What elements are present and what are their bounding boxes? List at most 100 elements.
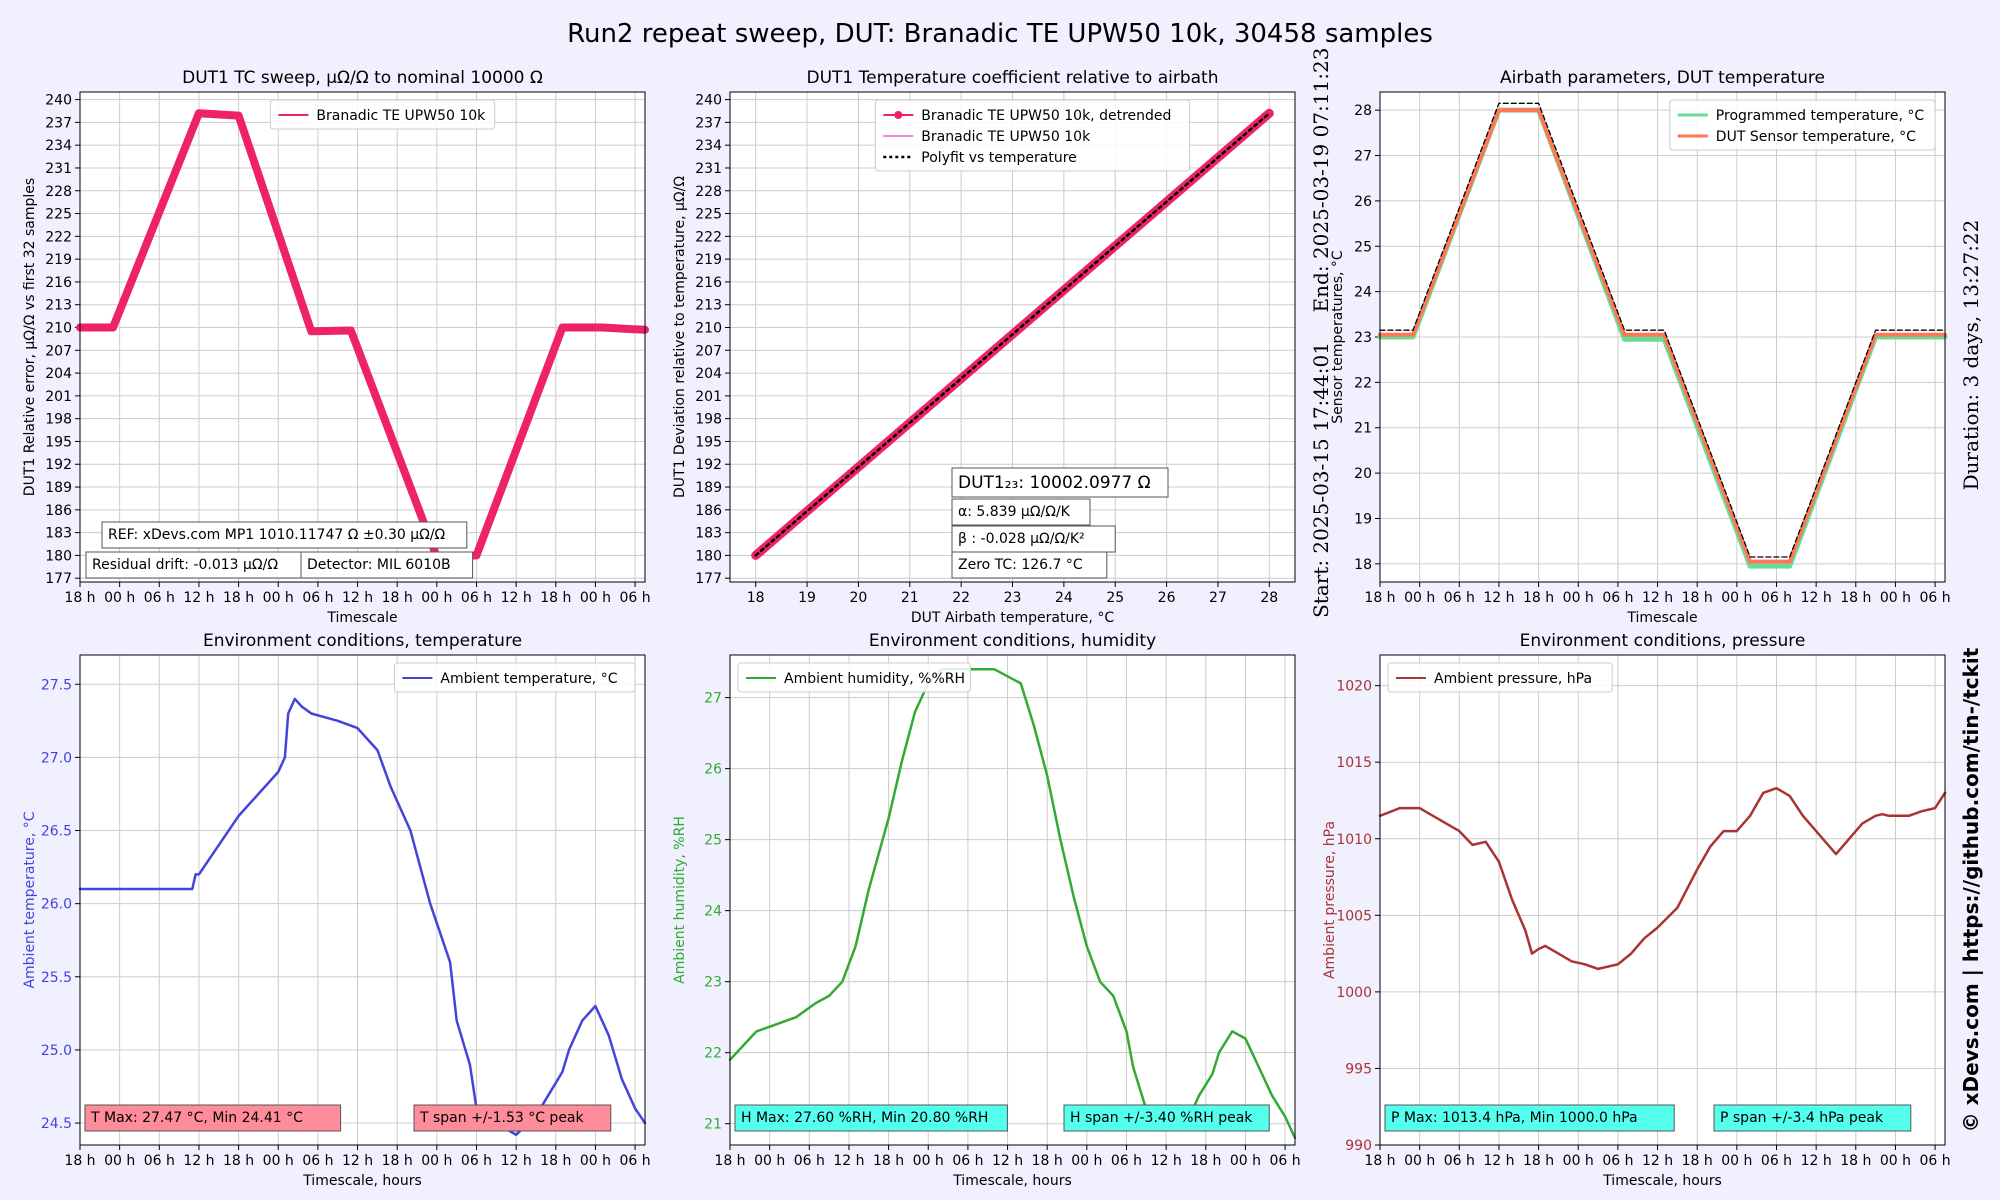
residual-drift-annotation: Residual drift: -0.013 µΩ/Ω [92, 557, 278, 573]
x-tick-label: 06 h [302, 590, 333, 606]
x-tick-label: 12 h [833, 1153, 864, 1169]
x-tick-label: 00 h [580, 1153, 611, 1169]
plot-frame [1379, 654, 1946, 1146]
x-tick-label: 06 h [1761, 1153, 1792, 1169]
legend: Ambient temperature, °C [393, 662, 636, 693]
x-tick-label: 00 h [1563, 590, 1594, 606]
y-tick-label: 192 [695, 457, 722, 473]
y-tick-label: 237 [45, 115, 72, 131]
residual-drift-annotation-box [85, 551, 326, 579]
end-time-label: End: 2025-03-19 07:11:23 [1309, 48, 1333, 313]
y-tick-label: 22 [1354, 375, 1372, 391]
y-tick-label: 177 [695, 571, 722, 587]
max-min-annotation-box [734, 1104, 1008, 1132]
x-tick-label: 22 [952, 590, 970, 606]
x-tick-label: 23 [1004, 590, 1022, 606]
legend-marker [894, 111, 903, 119]
dut-value-annotation-box [951, 467, 1169, 498]
x-tick-label: 12 h [1483, 1153, 1514, 1169]
series-line-ambient-temperature-c [78, 697, 647, 1137]
span-annotation: P span +/-3.4 hPa peak [1720, 1110, 1884, 1126]
y-tick-label: 186 [695, 503, 722, 519]
y-axis-label: DUT1 Deviation relative to temperature, … [672, 176, 688, 498]
y-axis-label: Ambient pressure, hPa [1322, 821, 1338, 979]
y-tick-label: 19 [1354, 511, 1372, 527]
x-tick-label: 19 [798, 590, 816, 606]
y-tick-label: 234 [695, 138, 722, 154]
plot-frame [79, 91, 646, 583]
series-line-dut-sensor-temperature-c [1378, 108, 1947, 564]
legend-box [874, 99, 1191, 172]
span-annotation: H span +/-3.40 %RH peak [1070, 1110, 1253, 1126]
x-tick-label: 26 [1158, 590, 1176, 606]
y-tick-label: 995 [1345, 1061, 1372, 1077]
x-tick-label: 12 h [183, 1153, 214, 1169]
y-tick-label: 231 [45, 161, 72, 177]
y-tick-label: 216 [695, 275, 722, 291]
y-tick-label: 23 [1354, 330, 1372, 346]
span-annotation-box [413, 1104, 612, 1132]
x-tick-label: 18 h [223, 590, 254, 606]
x-tick-label: 00 h [1880, 1153, 1911, 1169]
y-tick-label: 216 [45, 275, 72, 291]
x-tick-label: 06 h [1602, 590, 1633, 606]
x-tick-label: 25 [1106, 590, 1124, 606]
zero-tc-annotation-box [951, 551, 1108, 579]
plot-frame [729, 654, 1296, 1146]
x-tick-label: 18 h [1190, 1153, 1221, 1169]
x-tick-label: 06 h [1444, 1153, 1475, 1169]
max-min-annotation: H Max: 27.60 %RH, Min 20.80 %RH [741, 1110, 988, 1126]
y-tick-label: 225 [695, 207, 722, 223]
plot-frame [729, 91, 1296, 583]
x-tick-label: 18 h [873, 1153, 904, 1169]
y-tick-label: 21 [1354, 421, 1372, 437]
x-tick-label: 00 h [263, 1153, 294, 1169]
max-min-annotation-box [84, 1104, 342, 1132]
y-tick-label: 210 [695, 321, 722, 337]
y-tick-label: 240 [695, 93, 722, 109]
y-tick-label: 234 [45, 138, 72, 154]
series-line-polyfit-vs-temperature [754, 112, 1271, 557]
x-tick-label: 00 h [263, 590, 294, 606]
y-tick-label: 225 [45, 207, 72, 223]
x-tick-label: 06 h [1270, 1153, 1301, 1169]
x-tick-label: 18 h [714, 1153, 745, 1169]
chart-tc_vs_temp: 18 19 20 21 22 23 24 25 26 27 28 177 180 183 186 189 192… [672, 68, 1296, 626]
legend-entry: Branadic TE UPW50 10k [316, 108, 486, 124]
dut-value-annotation: DUT1₂₃: 10002.0977 Ω [958, 473, 1151, 493]
y-tick-label: 180 [695, 548, 722, 564]
x-tick-label: 06 h [461, 590, 492, 606]
y-tick-label: 186 [45, 503, 72, 519]
x-tick-label: 06 h [144, 1153, 175, 1169]
y-tick-label: 990 [1345, 1138, 1372, 1154]
y-tick-label: 240 [45, 93, 72, 109]
x-tick-label: 18 h [1523, 1153, 1554, 1169]
y-tick-label: 25.0 [41, 1043, 72, 1059]
legend: Ambient humidity, %%RH [737, 662, 971, 693]
y-tick-label: 195 [695, 434, 722, 450]
x-tick-label: 18 h [1364, 1153, 1395, 1169]
y-axis-label: Sensor temperatures, °C [1330, 250, 1346, 424]
y-tick-label: 1015 [1336, 755, 1372, 771]
x-tick-label: 00 h [104, 590, 135, 606]
x-tick-label: 18 h [382, 1153, 413, 1169]
x-tick-label: 00 h [1721, 1153, 1752, 1169]
x-tick-label: 00 h [421, 590, 452, 606]
max-min-annotation: T Max: 27.47 °C, Min 24.41 °C [90, 1110, 303, 1126]
y-tick-label: 28 [1354, 103, 1372, 119]
y-tick-label: 21 [704, 1117, 722, 1133]
span-annotation-box [1713, 1104, 1912, 1132]
plot-frame [79, 654, 646, 1146]
ref-annotation-box [101, 521, 468, 549]
x-tick-label: 12 h [342, 590, 373, 606]
credit-label: © xDevs.com | https://github.com/tin-/tc… [1959, 647, 1983, 1132]
x-axis-label: Timescale [326, 610, 397, 626]
chart-title: DUT1 Temperature coefficient relative to… [806, 68, 1218, 88]
chart-dut_sweep: 18 h 00 h 06 h 12 h 18 h 00 h 06 h 12 h 18 h 00 h… [22, 68, 651, 626]
y-tick-label: 26.5 [41, 824, 72, 840]
x-tick-label: 18 h [1682, 1153, 1713, 1169]
alpha-annotation-box [951, 498, 1091, 526]
x-tick-label: 18 [747, 590, 765, 606]
chart-pressure: 18 h 00 h 06 h 12 h 18 h 00 h 06 h 12 h 18 h 00 h… [1322, 631, 1951, 1189]
